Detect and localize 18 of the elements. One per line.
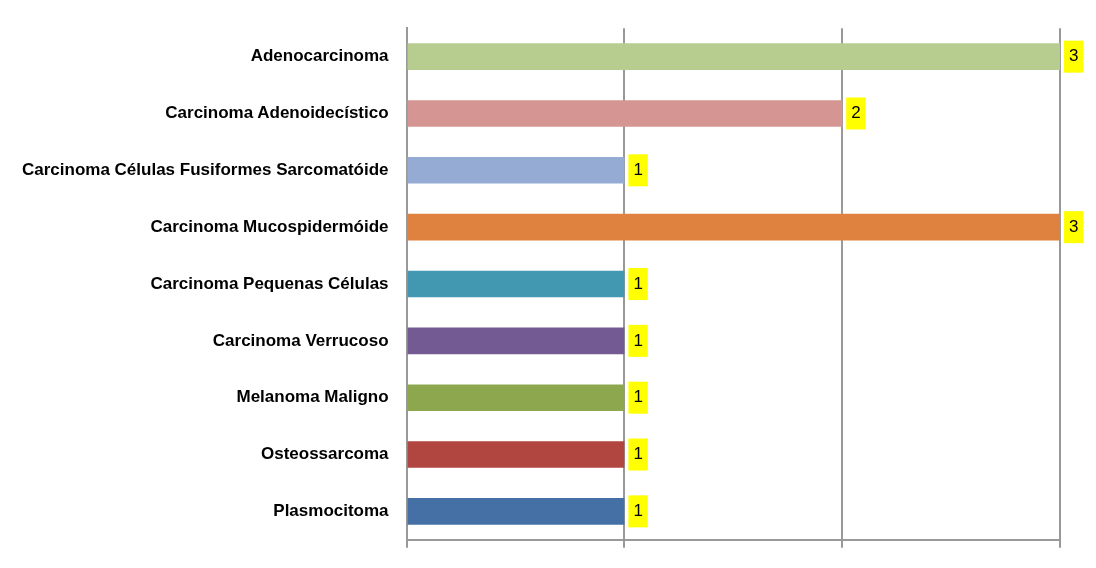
data-label: 3 <box>1069 216 1079 236</box>
y-tick-label: Carcinoma Pequenas Células <box>150 273 389 293</box>
y-tick-label: Osteossarcoma <box>260 444 390 464</box>
y-tick-label: Melanoma Maligno <box>236 387 389 407</box>
data-label: 1 <box>633 444 643 464</box>
data-label: 3 <box>1069 46 1079 66</box>
data-label: 1 <box>633 160 643 179</box>
data-label: 1 <box>633 387 643 407</box>
y-tick-label: Carcinoma Verrucoso <box>212 330 389 350</box>
y-tick-label: Adenocarcinoma <box>250 46 390 66</box>
y-tick-label: Plasmocitoma <box>273 501 390 521</box>
y-tick-label: Carcinoma Mucospidermóide <box>150 216 389 236</box>
data-label: 1 <box>633 501 643 521</box>
data-label: 1 <box>633 273 643 293</box>
data-label: 1 <box>633 330 643 350</box>
y-tick-label: Carcinoma Adenoidecístico <box>165 103 389 123</box>
y-tick-label: Carcinoma Células Fusiformes Sarcomatóide <box>22 160 389 179</box>
data-label: 2 <box>851 103 861 123</box>
